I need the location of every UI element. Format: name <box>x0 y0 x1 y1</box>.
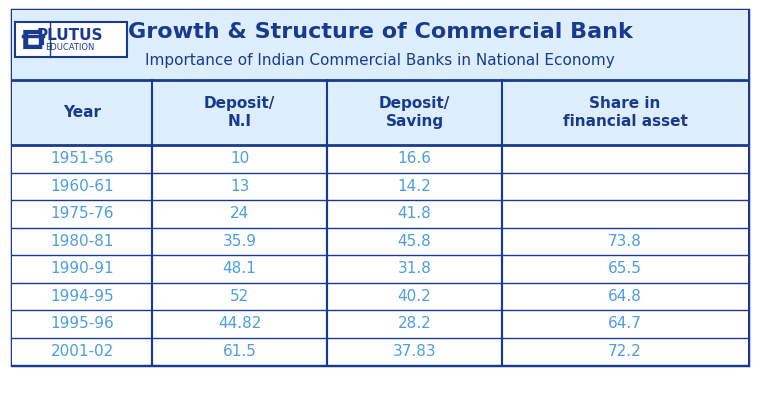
Bar <box>12 255 748 283</box>
Text: 73.8: 73.8 <box>608 234 642 249</box>
Text: 28.2: 28.2 <box>397 316 432 331</box>
Text: 1975-76: 1975-76 <box>50 206 114 221</box>
Text: 14.2: 14.2 <box>397 179 432 194</box>
Text: Growth & Structure of Commercial Bank: Growth & Structure of Commercial Bank <box>128 22 632 42</box>
Text: 65.5: 65.5 <box>608 261 642 276</box>
Bar <box>12 310 748 338</box>
Text: Deposit/
Saving: Deposit/ Saving <box>378 96 450 129</box>
Bar <box>12 145 748 173</box>
Text: 10: 10 <box>230 151 249 166</box>
Text: 48.1: 48.1 <box>223 261 256 276</box>
Text: 1994-95: 1994-95 <box>50 289 114 304</box>
Bar <box>12 338 748 365</box>
Bar <box>12 228 748 255</box>
Text: Year: Year <box>63 105 101 120</box>
Bar <box>12 283 748 310</box>
Text: 45.8: 45.8 <box>397 234 432 249</box>
Text: ■: ■ <box>27 31 40 45</box>
Text: 1960-61: 1960-61 <box>50 179 114 194</box>
Text: 61.5: 61.5 <box>223 344 256 359</box>
Text: 41.8: 41.8 <box>397 206 432 221</box>
Text: 35.9: 35.9 <box>223 234 256 249</box>
Text: 1995-96: 1995-96 <box>50 316 114 331</box>
Text: PLUTUS: PLUTUS <box>36 27 103 42</box>
Text: 40.2: 40.2 <box>397 289 432 304</box>
Text: 64.7: 64.7 <box>608 316 642 331</box>
Text: 1951-56: 1951-56 <box>50 151 114 166</box>
Text: 13: 13 <box>230 179 249 194</box>
Text: Importance of Indian Commercial Banks in National Economy: Importance of Indian Commercial Banks in… <box>145 52 615 68</box>
Text: 16.6: 16.6 <box>397 151 432 166</box>
Text: EDUCATION: EDUCATION <box>46 44 95 52</box>
Text: 72.2: 72.2 <box>608 344 642 359</box>
Bar <box>15 22 127 57</box>
Bar <box>12 10 748 80</box>
Text: 31.8: 31.8 <box>397 261 432 276</box>
Text: 24: 24 <box>230 206 249 221</box>
Bar <box>12 200 748 228</box>
Text: 37.83: 37.83 <box>393 344 436 359</box>
Bar <box>12 10 748 365</box>
Bar <box>12 80 748 145</box>
Bar <box>12 173 748 200</box>
Text: 64.8: 64.8 <box>608 289 642 304</box>
Text: 1980-81: 1980-81 <box>50 234 114 249</box>
Text: ■: ■ <box>21 27 45 51</box>
Text: Share in
financial asset: Share in financial asset <box>562 96 688 129</box>
Text: 52: 52 <box>230 289 249 304</box>
Text: 44.82: 44.82 <box>218 316 261 331</box>
Text: 1990-91: 1990-91 <box>50 261 114 276</box>
Text: Deposit/
N.I: Deposit/ N.I <box>204 96 275 129</box>
Text: 2001-02: 2001-02 <box>50 344 114 359</box>
